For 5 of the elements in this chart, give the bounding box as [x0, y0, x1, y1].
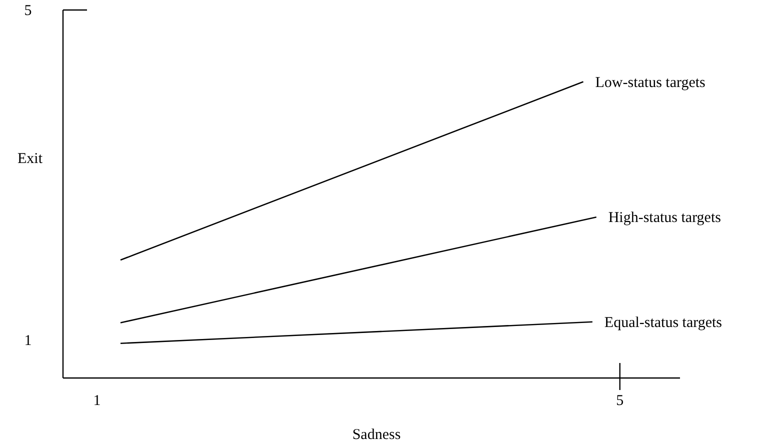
- series-label: Low-status targets: [595, 74, 706, 91]
- y-axis-title: Exit: [18, 151, 44, 167]
- series-label: High-status targets: [608, 210, 722, 226]
- x-axis-title: Sadness: [352, 427, 401, 443]
- series-label: Equal-status targets: [604, 314, 722, 331]
